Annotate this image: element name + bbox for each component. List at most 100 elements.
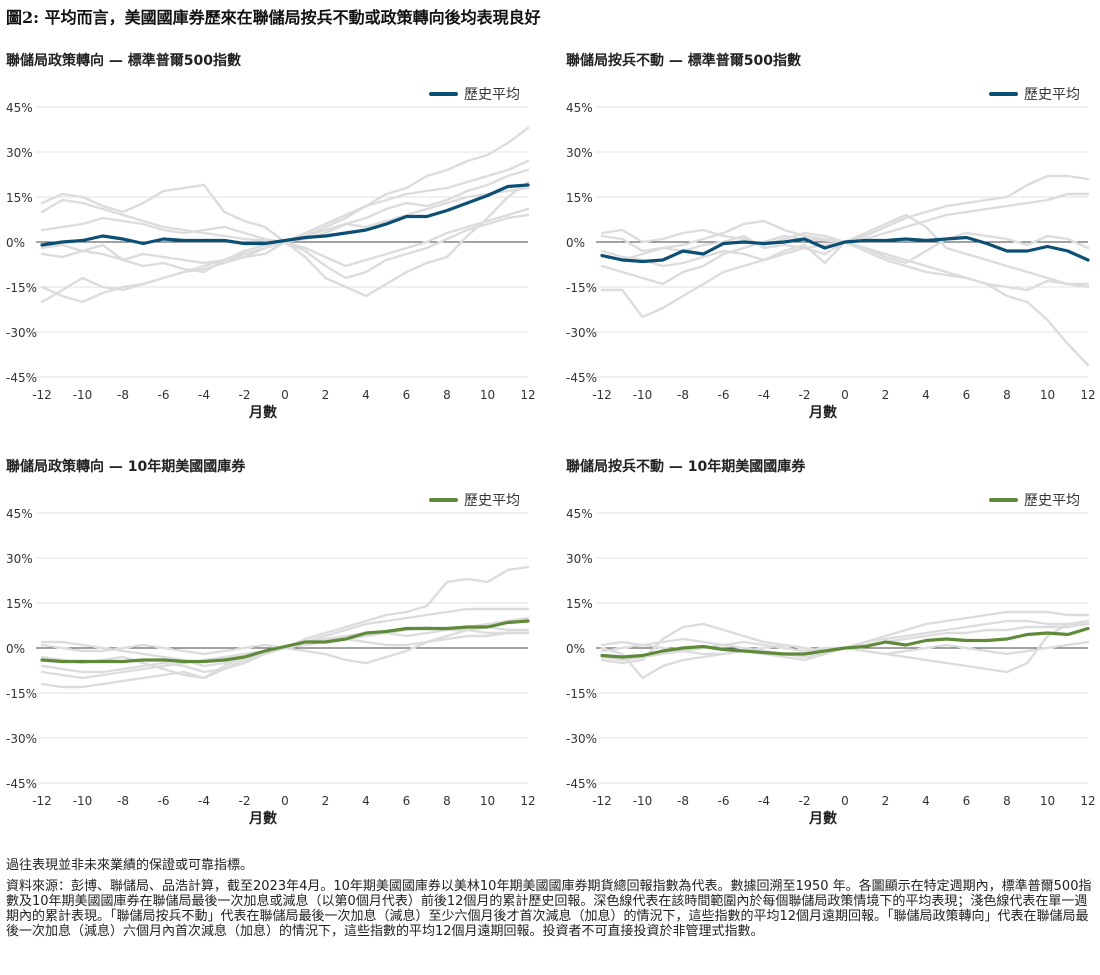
x-tick-label: 12	[520, 388, 535, 402]
y-tick-label: -15%	[566, 687, 597, 701]
x-tick-label: -12	[32, 794, 52, 808]
source-note: 資料來源：彭博、聯儲局、品浩計算，截至2023年4月。10年期美國國庫券以美林1…	[6, 879, 1092, 939]
x-tick-label: 6	[403, 388, 411, 402]
y-tick-label: 45%	[6, 507, 33, 521]
x-tick-label: -6	[158, 388, 170, 402]
x-tick-label: 6	[403, 794, 411, 808]
y-tick-label: 15%	[6, 191, 33, 205]
y-tick-label: 30%	[566, 146, 593, 160]
x-tick-label: -12	[592, 794, 612, 808]
y-tick-label: -30%	[566, 326, 597, 340]
x-tick-label: -4	[198, 388, 210, 402]
x-tick-label: -12	[592, 388, 612, 402]
x-tick-label: -8	[677, 794, 689, 808]
y-tick-label: -15%	[6, 281, 37, 295]
x-tick-label: 8	[1003, 388, 1011, 402]
x-tick-label: -6	[718, 388, 730, 402]
y-tick-label: 15%	[6, 597, 33, 611]
line-chart: 45% 30% 15% 0% -15% -30% -45% -12 -10 -8 -6 -4 -2 0 2 4…	[566, 493, 1096, 827]
x-tick-label: 10	[480, 794, 495, 808]
x-tick-label: 10	[480, 388, 495, 402]
chart-panel-sp500-policy-pivot: 聯儲局政策轉向 — 標準普爾500指數 45% 30% 15% 0% -15% -30% -…	[0, 40, 550, 445]
x-axis-label: 月數	[808, 404, 837, 421]
line-chart: 45% 30% 15% 0% -15% -30% -45% -12 -10 -8 -6 -4 -2 0 2 4…	[6, 87, 536, 421]
x-tick-label: 0	[281, 794, 289, 808]
x-tick-label: 8	[443, 388, 451, 402]
x-tick-label: 12	[1080, 794, 1095, 808]
y-tick-label: -15%	[566, 281, 597, 295]
x-tick-label: 4	[362, 388, 370, 402]
x-tick-label: 2	[882, 388, 890, 402]
line-chart: 45% 30% 15% 0% -15% -30% -45% -12 -10 -8 -6 -4 -2 0 2 4…	[566, 87, 1096, 421]
series-line-cycle	[600, 622, 1090, 665]
y-tick-label: 45%	[6, 101, 33, 115]
x-tick-label: -10	[73, 794, 93, 808]
x-tick-label: 0	[841, 388, 849, 402]
x-tick-label: 12	[520, 794, 535, 808]
x-tick-label: -4	[758, 794, 770, 808]
y-tick-label: 45%	[566, 101, 593, 115]
y-tick-label: 0%	[566, 236, 585, 250]
x-tick-label: -10	[73, 388, 93, 402]
x-tick-label: 4	[362, 794, 370, 808]
x-tick-label: -2	[799, 794, 811, 808]
legend-label: 歷史平均	[1024, 87, 1080, 103]
y-tick-label: 30%	[566, 552, 593, 566]
y-tick-label: 0%	[6, 236, 25, 250]
chart-panel-sp500-on-hold: 聯儲局按兵不動 — 標準普爾500指數 45% 30% 15% 0% -15% -30% -…	[560, 40, 1100, 445]
x-axis-label: 月數	[808, 810, 837, 827]
chart-panel-treasury-policy-pivot: 聯儲局政策轉向 — 10年期美國國庫券 45% 30% 15% 0% -15% -30% -…	[0, 446, 550, 851]
x-tick-label: 10	[1040, 794, 1055, 808]
x-tick-label: -2	[799, 388, 811, 402]
x-tick-label: -12	[32, 388, 52, 402]
series-line-average	[40, 183, 530, 247]
x-tick-label: -2	[239, 794, 251, 808]
chart-panel-treasury-on-hold: 聯儲局按兵不動 — 10年期美國國庫券 45% 30% 15% 0% -15% -30% -…	[560, 446, 1100, 851]
y-tick-label: -15%	[6, 687, 37, 701]
chart-title: 聯儲局按兵不動 — 10年期美國國庫券	[566, 459, 806, 475]
x-tick-label: 12	[1080, 388, 1095, 402]
y-tick-label: 15%	[566, 597, 593, 611]
chart-title: 聯儲局政策轉向 — 標準普爾500指數	[6, 53, 241, 69]
series-line-cycle	[600, 174, 1090, 253]
line-chart: 45% 30% 15% 0% -15% -30% -45% -12 -10 -8 -6 -4 -2 0 2 4…	[6, 493, 536, 827]
series-line-average	[40, 619, 530, 664]
x-tick-label: 8	[443, 794, 451, 808]
x-tick-label: -8	[117, 388, 129, 402]
series-line-cycle	[40, 631, 530, 674]
x-tick-label: -4	[198, 794, 210, 808]
y-tick-label: -45%	[566, 371, 597, 385]
chart-title: 聯儲局按兵不動 — 標準普爾500指數	[566, 53, 801, 69]
x-tick-label: 0	[841, 794, 849, 808]
x-tick-label: -6	[158, 794, 170, 808]
x-tick-label: -2	[239, 388, 251, 402]
series-line-cycle	[40, 607, 530, 680]
legend-label: 歷史平均	[464, 87, 520, 103]
x-tick-label: -10	[633, 794, 653, 808]
series-line-cycle	[600, 240, 1090, 367]
y-tick-label: 45%	[566, 507, 593, 521]
disclaimer-text: 過往表現並非未來業績的保證或可靠指標。	[6, 858, 254, 873]
y-tick-label: 15%	[566, 191, 593, 205]
x-tick-label: 0	[281, 388, 289, 402]
x-tick-label: -10	[633, 388, 653, 402]
y-tick-label: -45%	[6, 777, 37, 791]
x-tick-label: -4	[758, 388, 770, 402]
x-tick-label: -8	[677, 388, 689, 402]
y-tick-label: -30%	[566, 732, 597, 746]
y-tick-label: 0%	[6, 642, 25, 656]
x-tick-label: -6	[718, 794, 730, 808]
series-line-average	[600, 626, 1090, 659]
x-tick-label: 6	[963, 388, 971, 402]
x-tick-label: 2	[322, 794, 330, 808]
chart-title: 聯儲局政策轉向 — 10年期美國國庫券	[6, 459, 246, 475]
figure-title: 圖2: 平均而言，美國國庫券歷來在聯儲局按兵不動或政策轉向後均表現良好	[6, 8, 541, 27]
legend-label: 歷史平均	[464, 493, 520, 509]
y-tick-label: -45%	[566, 777, 597, 791]
legend-label: 歷史平均	[1024, 493, 1080, 509]
y-tick-label: -45%	[6, 371, 37, 385]
y-tick-label: -30%	[6, 326, 37, 340]
series-line-cycle	[600, 640, 1090, 662]
x-tick-label: 4	[922, 794, 930, 808]
y-tick-label: 30%	[6, 146, 33, 160]
